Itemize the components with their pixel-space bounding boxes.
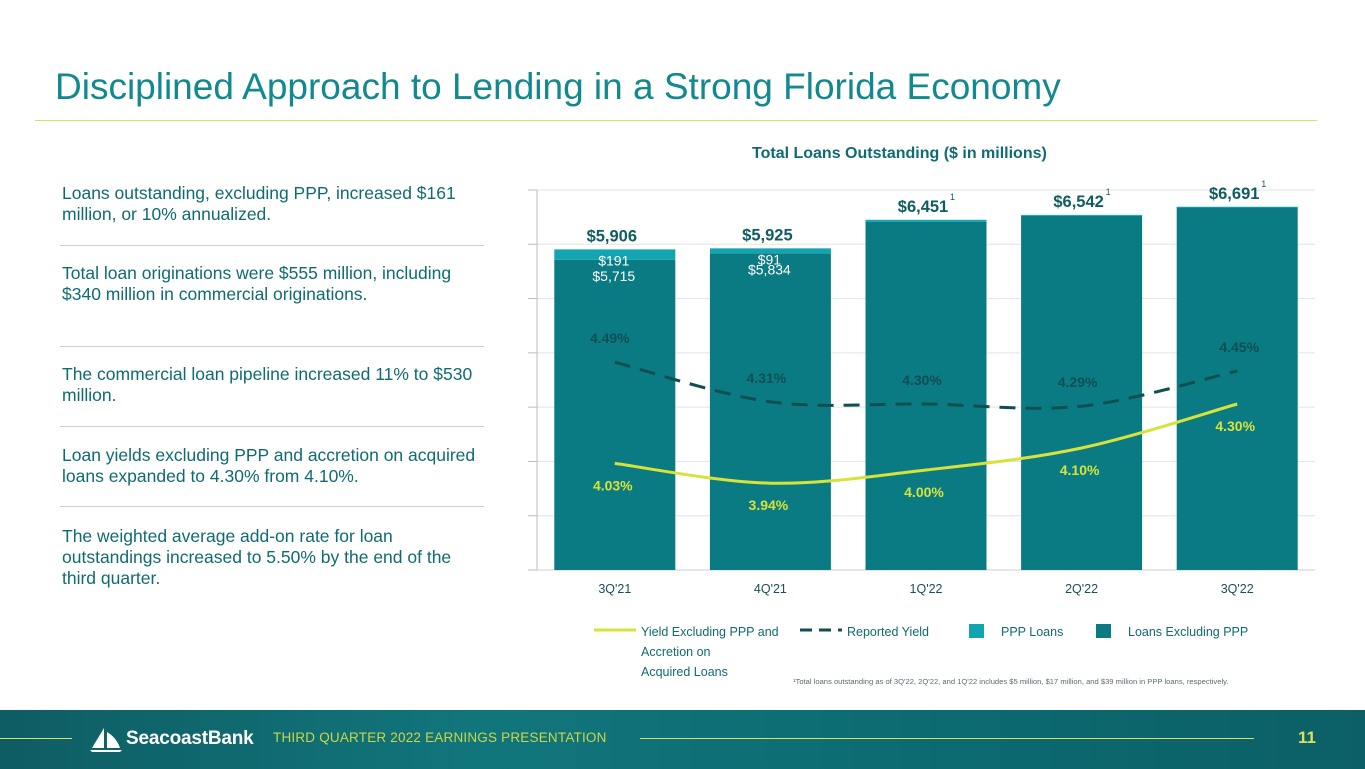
- bar-ppp-loans: [709, 248, 831, 254]
- reported-yield-label: 4.29%: [1058, 374, 1098, 390]
- logo-text: SeacoastBank: [126, 728, 254, 749]
- x-tick-label: 2Q'22: [1065, 582, 1098, 596]
- bar-loans-excluding-ppp: [554, 259, 676, 570]
- reported-yield-label: 4.45%: [1219, 339, 1259, 355]
- footer-label: THIRD QUARTER 2022 EARNINGS PRESENTATION: [273, 730, 607, 745]
- page-number: 11: [1298, 728, 1316, 747]
- total-label: $5,906: [587, 227, 637, 245]
- total-label: $5,925: [742, 226, 792, 244]
- bullet-divider: [60, 426, 484, 427]
- x-tick-label: 1Q'22: [910, 582, 943, 596]
- bullet-item: Loans outstanding, excluding PPP, increa…: [62, 183, 456, 224]
- legend-label-line: Acquired Loans: [641, 665, 728, 679]
- yield-excluding-label: 4.10%: [1060, 462, 1100, 478]
- yield-excluding-label: 4.03%: [593, 477, 633, 493]
- bullet-item: Loan yields excluding PPP and accretion …: [62, 445, 476, 486]
- bar-loans-excluding-ppp: [709, 253, 831, 570]
- segment-label-ppp: $91: [758, 251, 782, 267]
- legend-label-line: Yield Excluding PPP and: [641, 625, 779, 639]
- bar-loans-excluding-ppp: [1176, 207, 1298, 570]
- footer-rule-left: [0, 738, 72, 739]
- bullet-divider: [60, 506, 484, 507]
- segment-label-excl-ppp: $5,834: [748, 261, 791, 277]
- footnote-mark: 1: [1261, 179, 1266, 189]
- bar-ppp-loans: [1176, 206, 1298, 208]
- bullet-item: The weighted average add-on rate for loa…: [62, 526, 452, 588]
- title-divider: [35, 120, 1317, 121]
- legend-ppp-swatch: [969, 624, 984, 638]
- bar-ppp-loans: [1021, 214, 1143, 216]
- segment-label-ppp: $191: [598, 252, 629, 268]
- legend-item-reported-yield: Reported Yield: [847, 625, 930, 639]
- chart-title: Total Loans Outstanding ($ in millions): [752, 145, 1047, 162]
- legend-item-ppp-loans: PPP Loans: [1001, 625, 1064, 639]
- footnote-mark: 1: [1106, 187, 1111, 197]
- x-tick-label: 4Q'21: [754, 582, 787, 596]
- legend-item-loans-excluding-ppp: Loans Excluding PPP: [1128, 625, 1249, 639]
- chart-footnote: ¹Total loans outstanding as of 3Q'22, 2Q…: [793, 677, 1229, 686]
- segment-label-excl-ppp: $5,715: [592, 268, 635, 284]
- legend-solid-line-swatch: [594, 628, 636, 632]
- total-label: $6,451: [898, 198, 948, 216]
- total-label: $6,691: [1209, 185, 1259, 203]
- bar-ppp-loans: [554, 249, 676, 260]
- page-title: Disciplined Approach to Lending in a Str…: [55, 66, 1061, 107]
- footnote-mark: 1: [950, 192, 955, 202]
- bar-ppp-loans: [865, 219, 987, 222]
- legend-dashed-line-swatch: [800, 628, 842, 632]
- legend-excl-ppp-swatch: [1096, 624, 1111, 638]
- x-tick-label: 3Q'22: [1221, 582, 1254, 596]
- bullet-item: Total loan originations were $555 millio…: [62, 263, 452, 304]
- seacoast-logo: SeacoastBank: [90, 724, 254, 754]
- total-label: $6,542: [1053, 193, 1103, 211]
- footer-bar: SeacoastBank THIRD QUARTER 2022 EARNINGS…: [0, 710, 1365, 769]
- yield-excluding-label: 4.30%: [1215, 418, 1255, 434]
- bullet-divider: [60, 346, 484, 347]
- footer-rule-right: [640, 738, 1254, 739]
- bullet-item: The commercial loan pipeline increased 1…: [62, 364, 473, 405]
- sailboat-icon: [90, 728, 122, 752]
- reported-yield-label: 4.30%: [902, 372, 942, 388]
- legend-label-line: Accretion on: [641, 645, 711, 659]
- yield-excluding-label: 4.00%: [904, 484, 944, 500]
- reported-yield-label: 4.31%: [747, 370, 787, 386]
- yield-excluding-label: 3.94%: [749, 497, 789, 513]
- loans-chart: 3Q'21 $5,906 $5,715$191 4Q'21 $5,925 $5,834$9…: [528, 179, 1315, 596]
- bar-loans-excluding-ppp: [865, 221, 987, 571]
- bar-loans-excluding-ppp: [1021, 215, 1143, 571]
- yield-excluding-line: [614, 402, 1238, 485]
- legend-item-yield-excluding: Yield Excluding PPP and Accretion on Acq…: [641, 622, 779, 682]
- reported-yield-line: [614, 360, 1238, 410]
- reported-yield-label: 4.49%: [590, 330, 630, 346]
- bullet-divider: [60, 245, 484, 246]
- x-tick-label: 3Q'21: [598, 582, 631, 596]
